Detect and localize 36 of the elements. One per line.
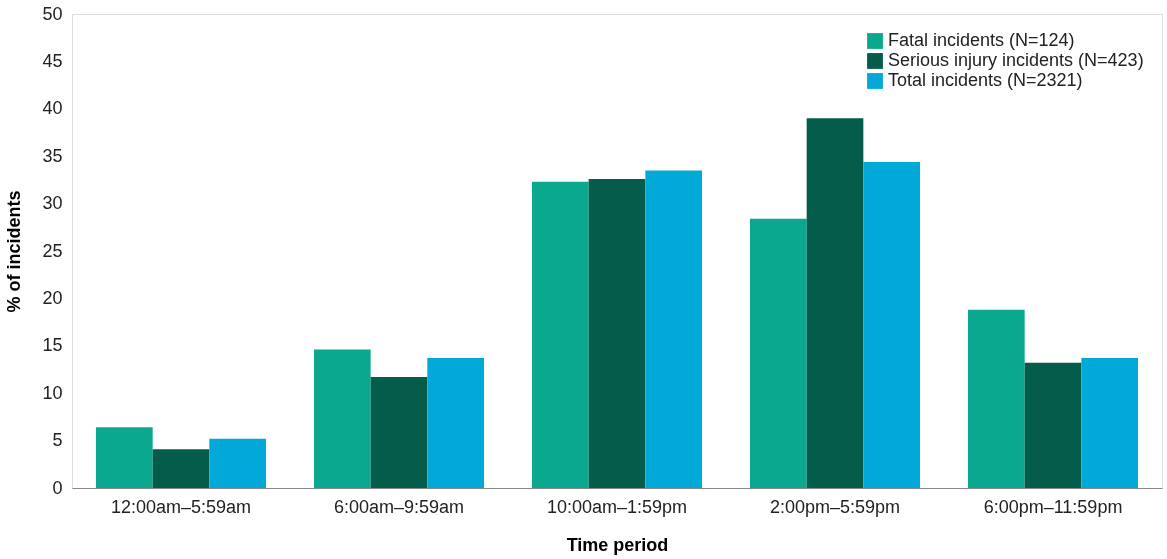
bar bbox=[863, 161, 921, 488]
bar bbox=[313, 349, 371, 488]
x-tick-label: 6:00am–9:59am bbox=[333, 496, 465, 517]
y-tick-label: 20 bbox=[42, 287, 63, 308]
x-tick-label: 6:00pm–11:59pm bbox=[983, 496, 1123, 517]
y-tick-label: 35 bbox=[42, 145, 63, 166]
bar bbox=[806, 118, 864, 488]
bar bbox=[645, 170, 703, 488]
bar bbox=[1081, 358, 1139, 488]
bar bbox=[427, 358, 485, 488]
y-tick-label: 40 bbox=[42, 98, 63, 119]
y-tick-label: 30 bbox=[42, 193, 63, 214]
y-tick-label: 45 bbox=[42, 50, 63, 71]
bar bbox=[1024, 362, 1082, 488]
y-tick-label: 25 bbox=[42, 240, 63, 261]
bar bbox=[152, 449, 210, 488]
x-axis-title: Time period bbox=[566, 534, 669, 555]
y-tick-label: 0 bbox=[52, 477, 63, 498]
y-tick-label: 5 bbox=[52, 430, 63, 451]
x-tick-label: 10:00am–1:59pm bbox=[546, 496, 688, 517]
legend-label: Serious injury incidents (N=423) bbox=[888, 50, 1144, 70]
bar bbox=[588, 178, 646, 488]
bar bbox=[749, 218, 807, 488]
bar bbox=[967, 309, 1025, 488]
y-axis-title: % of incidents bbox=[4, 190, 25, 313]
bar bbox=[95, 427, 153, 488]
legend-label: Fatal incidents (N=124) bbox=[888, 30, 1075, 50]
y-tick-label: 50 bbox=[42, 3, 63, 24]
y-tick-label: 15 bbox=[42, 335, 63, 356]
bar bbox=[370, 377, 428, 488]
y-tick-label: 10 bbox=[42, 382, 63, 403]
bar bbox=[209, 438, 267, 488]
x-tick-label: 2:00pm–5:59pm bbox=[769, 496, 901, 517]
x-tick-label: 12:00am–5:59am bbox=[110, 496, 252, 517]
bar bbox=[531, 181, 589, 488]
legend-label: Total incidents (N=2321) bbox=[888, 70, 1083, 90]
